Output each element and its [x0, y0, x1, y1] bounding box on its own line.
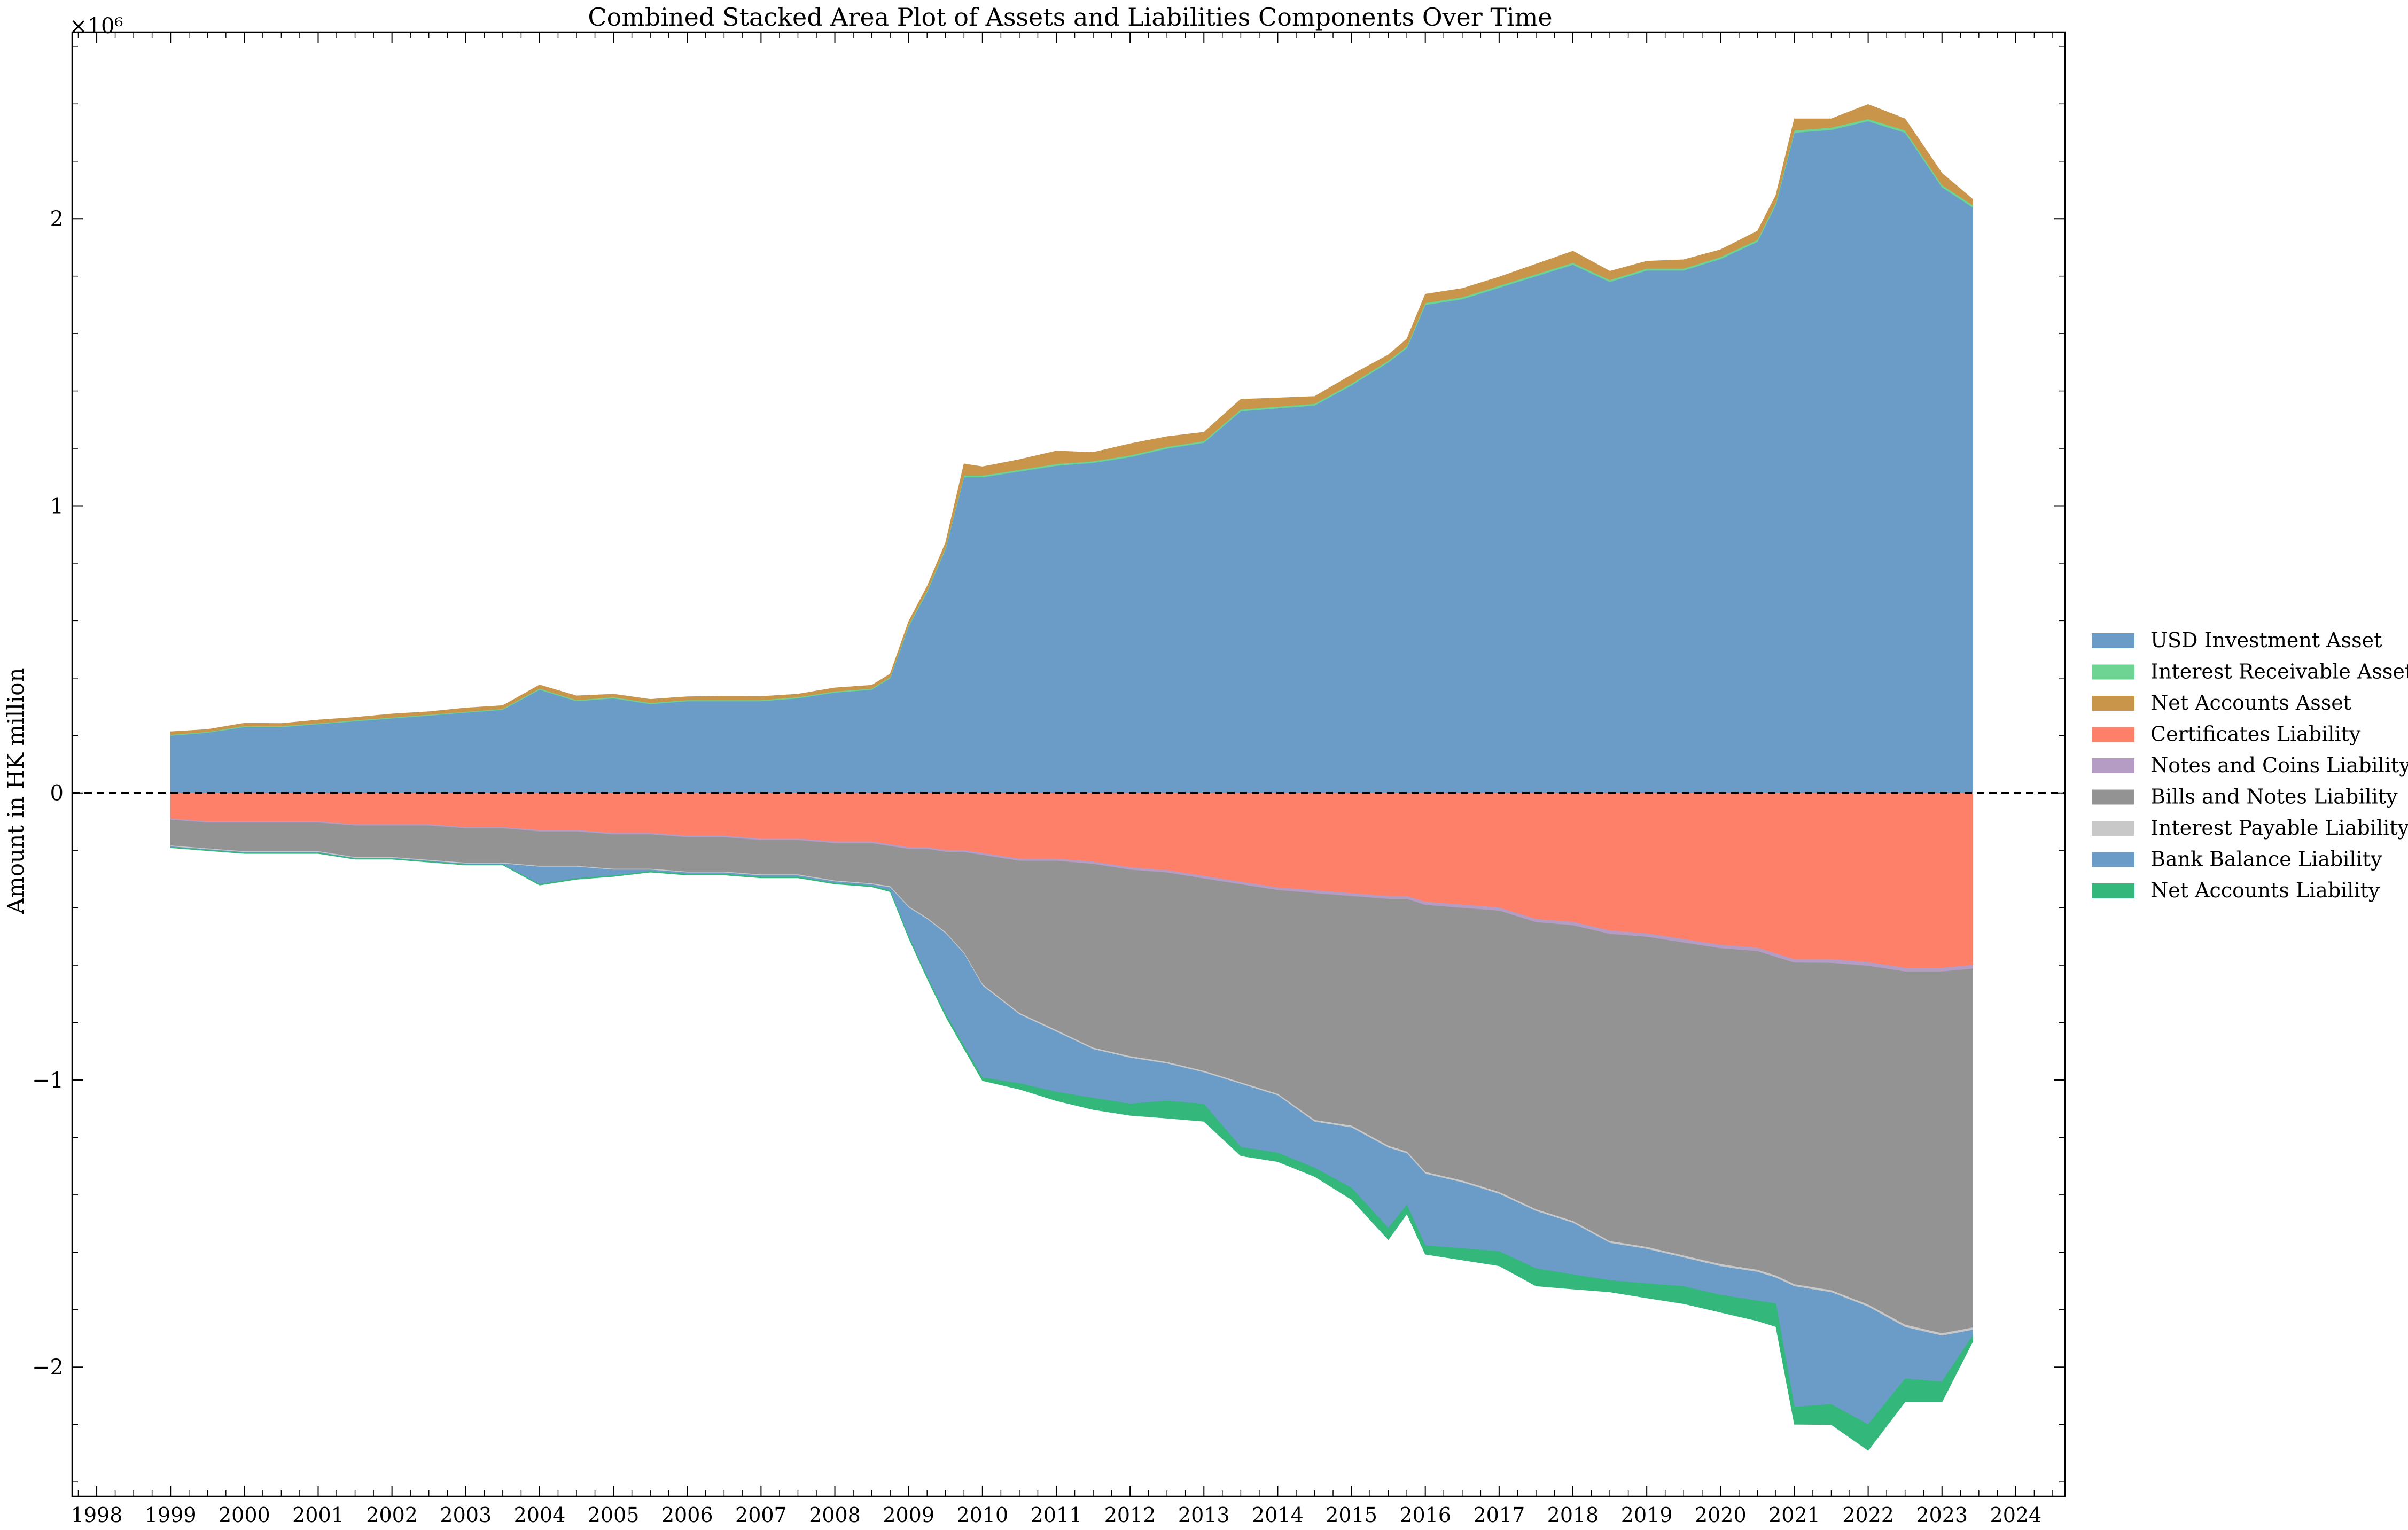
- chart-title: Combined Stacked Area Plot of Assets and…: [588, 3, 1552, 32]
- x-tick-label: 2001: [292, 1503, 344, 1527]
- legend-swatch-bank-balance-liability: [2092, 852, 2134, 867]
- x-tick-label: 2015: [1326, 1503, 1377, 1527]
- legend-label-net-accounts-asset: Net Accounts Asset: [2150, 691, 2351, 714]
- x-tick-label: 2022: [1842, 1503, 1894, 1527]
- x-tick-label: 1999: [145, 1503, 197, 1527]
- x-tick-label: 2021: [1768, 1503, 1820, 1527]
- x-tick-label: 2017: [1474, 1503, 1525, 1527]
- area-net-accounts-liability: [170, 846, 1973, 1451]
- x-tick-label: 2008: [809, 1503, 861, 1527]
- x-tick-label: 2024: [1990, 1503, 2042, 1527]
- x-tick-label: 2019: [1621, 1503, 1673, 1527]
- legend-label-certificates-liability: Certificates Liability: [2150, 723, 2361, 746]
- x-tick-label: 2013: [1178, 1503, 1230, 1527]
- y-tick-label: 1: [50, 494, 64, 518]
- x-tick-label: 2009: [883, 1503, 934, 1527]
- x-tick-label: 2023: [1916, 1503, 1968, 1527]
- x-tick-label: 2004: [514, 1503, 566, 1527]
- x-tick-label: 2011: [1031, 1503, 1082, 1527]
- x-tick-label: 2007: [735, 1503, 787, 1527]
- y-tick-label: −1: [32, 1068, 64, 1093]
- y-tick-label: 0: [50, 781, 64, 806]
- x-tick-label: 1998: [71, 1503, 123, 1527]
- legend-swatch-notes-and-coins-liability: [2092, 758, 2134, 773]
- legend-label-interest-receivable-asset: Interest Receivable Asset: [2150, 660, 2408, 684]
- x-tick-label: 2018: [1547, 1503, 1599, 1527]
- legend-label-bills-and-notes-liability: Bills and Notes Liability: [2150, 785, 2398, 809]
- x-tick-label: 2010: [956, 1503, 1008, 1527]
- legend-swatch-net-accounts-liability: [2092, 883, 2134, 898]
- area-net-accounts-asset: [170, 104, 1973, 735]
- x-tick-label: 2002: [366, 1503, 418, 1527]
- legend-label-interest-payable-liability: Interest Payable Liability: [2150, 816, 2408, 840]
- legend-swatch-interest-payable-liability: [2092, 821, 2134, 836]
- legend-swatch-usd-investment-asset: [2092, 633, 2134, 648]
- x-tick-label: 2012: [1104, 1503, 1156, 1527]
- legend-label-net-accounts-liability: Net Accounts Liability: [2150, 879, 2380, 902]
- x-tick-label: 2003: [440, 1503, 492, 1527]
- legend-swatch-interest-receivable-asset: [2092, 664, 2134, 680]
- y-tick-label: 2: [50, 207, 64, 231]
- legend-label-usd-investment-asset: USD Investment Asset: [2150, 628, 2382, 652]
- x-tick-label: 2020: [1695, 1503, 1747, 1527]
- x-tick-label: 2016: [1399, 1503, 1451, 1527]
- y-tick-label: −2: [32, 1355, 64, 1380]
- legend-swatch-certificates-liability: [2092, 727, 2134, 742]
- legend-label-notes-and-coins-liability: Notes and Coins Liability: [2150, 754, 2408, 777]
- legend-swatch-bills-and-notes-liability: [2092, 789, 2134, 805]
- legend-swatch-net-accounts-asset: [2092, 696, 2134, 711]
- y-axis-label: Amount in HK million: [3, 668, 29, 915]
- plot-frame: [71, 31, 2066, 1497]
- x-tick-label: 2000: [219, 1503, 270, 1527]
- legend-label-bank-balance-liability: Bank Balance Liability: [2150, 848, 2382, 871]
- plot-area: [170, 104, 1973, 1451]
- x-tick-label: 2014: [1252, 1503, 1304, 1527]
- legend: USD Investment Asset Interest Receivable …: [2092, 628, 2408, 902]
- x-tick-label: 2006: [661, 1503, 713, 1527]
- axes: 1998 1999 2000 2001 2002 2003 2004 2005 2006 2007…: [32, 31, 2066, 1527]
- x-tick-label: 2005: [588, 1503, 640, 1527]
